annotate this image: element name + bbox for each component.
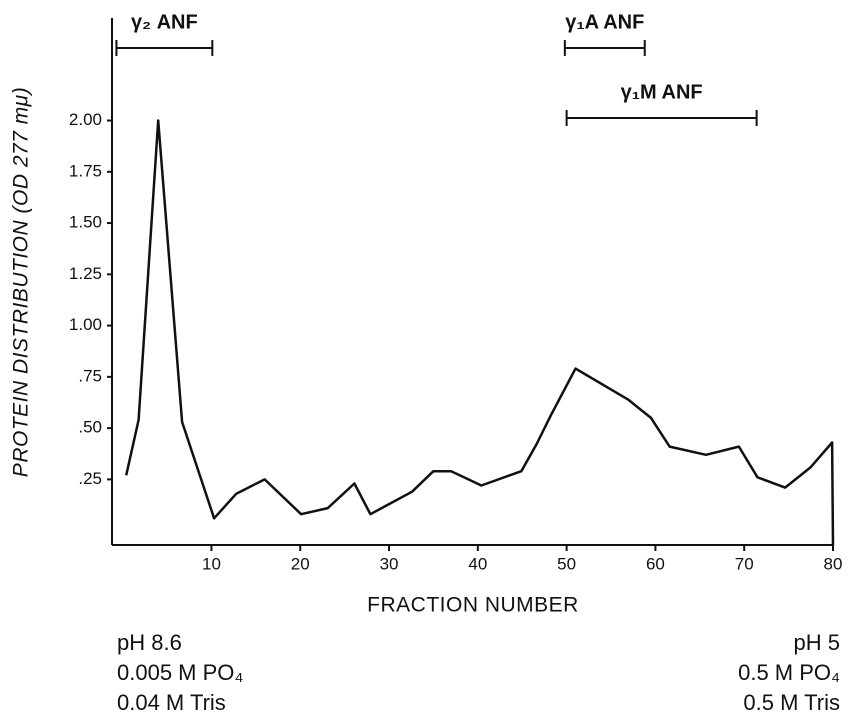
x-tick-label: 60 [646, 554, 665, 573]
y-tick-label: 1.50 [69, 213, 102, 232]
condition-note: 0.005 M PO₄ [117, 660, 243, 685]
y-tick-label: 1.00 [69, 315, 102, 334]
x-tick-label: 40 [468, 554, 487, 573]
y-axis-title: PROTEIN DISTRIBUTION (OD 277 mμ) [10, 87, 33, 477]
condition-note: 0.04 M Tris [117, 690, 226, 715]
condition-note: pH 8.6 [117, 630, 182, 655]
range-label: γ₁A ANF [565, 11, 644, 33]
y-tick-label: 1.25 [69, 264, 102, 283]
condition-note: pH 5 [794, 630, 840, 655]
y-tick-label: .50 [78, 418, 102, 437]
x-tick-label: 70 [735, 554, 754, 573]
x-tick-label: 10 [202, 554, 221, 573]
data-line [124, 119, 835, 546]
range-label: γ₁M ANF [621, 81, 703, 103]
x-tick-label: 50 [557, 554, 576, 573]
y-tick-label: 2.00 [69, 110, 102, 129]
x-axis-title: FRACTION NUMBER [367, 594, 579, 617]
condition-note: 0.5 M PO₄ [738, 660, 840, 685]
x-tick-label: 20 [291, 554, 310, 573]
range-label: γ₂ ANF [131, 11, 198, 33]
x-tick-label: 30 [380, 554, 399, 573]
y-tick-label: .75 [78, 366, 102, 385]
condition-note: 0.5 M Tris [743, 690, 840, 715]
x-tick-label: 80 [824, 554, 843, 573]
y-tick-label: 1.75 [69, 161, 102, 180]
y-tick-label: .25 [78, 469, 102, 488]
